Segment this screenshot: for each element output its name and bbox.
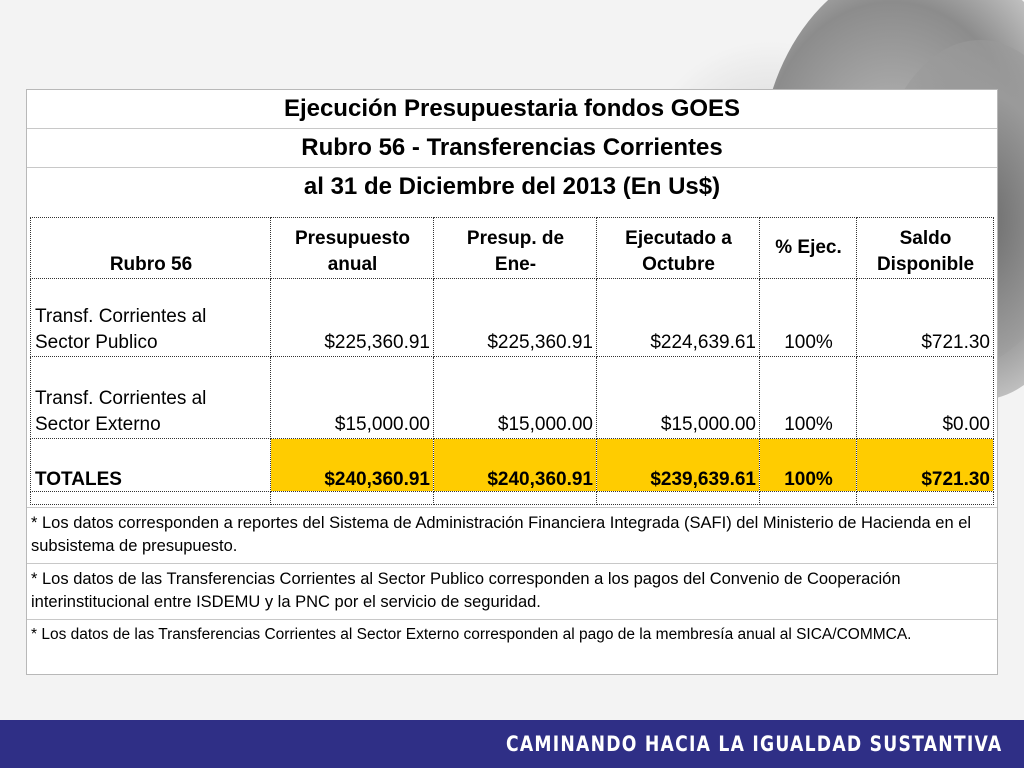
title-line-2: Rubro 56 - Transferencias Corrientes [27,129,997,168]
spacer-cell [856,491,994,505]
cell-presupuesto: $15,000.00 [270,356,434,439]
spacer-cell [30,491,271,505]
total-saldo: $721.30 [856,438,994,492]
spacer-row [30,491,994,505]
footnote: * Los datos de las Transferencias Corrie… [27,563,997,619]
cell-presupuesto: $225,360.91 [270,278,434,357]
cell-pct: 100% [759,278,857,357]
table-header-row: Rubro 56 Presupuesto anual Presup. de Ene-… [30,217,994,279]
totals-row: TOTALES $240,360.91 $240,360.91 $239,639… [30,438,994,492]
budget-table: Rubro 56 Presupuesto anual Presup. de Ene-… [30,217,994,505]
totals-label: TOTALES [30,438,271,492]
header-presupuesto: Presupuesto anual [270,217,434,279]
spacer-cell [759,491,857,505]
table-row: Transf. Corrientes al Sector Publico $225… [30,278,994,357]
cell-saldo: $721.30 [856,278,994,357]
spacer-cell [596,491,760,505]
cell-saldo: $0.00 [856,356,994,439]
footnote: * Los datos de las Transferencias Corrie… [27,619,997,651]
footer-bar: CAMINANDO HACIA LA IGUALDAD SUSTANTIVA [0,720,1024,768]
total-pct: 100% [759,438,857,492]
spacer-cell [270,491,434,505]
header-ejecutado: Ejecutado a Octubre [596,217,760,279]
header-rubro: Rubro 56 [30,217,271,279]
cell-ejecutado: $15,000.00 [596,356,760,439]
footnotes: * Los datos corresponden a reportes del … [27,507,997,651]
row-label: Transf. Corrientes al Sector Externo [30,356,271,439]
total-presupuesto: $240,360.91 [270,438,434,492]
footnote: * Los datos corresponden a reportes del … [27,507,997,563]
header-saldo: Saldo Disponible [856,217,994,279]
budget-sheet: Ejecución Presupuestaria fondos GOES Rub… [26,89,998,675]
row-label: Transf. Corrientes al Sector Publico [30,278,271,357]
cell-pct: 100% [759,356,857,439]
cell-presup-ene: $225,360.91 [433,278,597,357]
title-line-1: Ejecución Presupuestaria fondos GOES [27,90,997,129]
total-presup-ene: $240,360.91 [433,438,597,492]
header-presup-ene: Presup. de Ene- [433,217,597,279]
cell-ejecutado: $224,639.61 [596,278,760,357]
title-line-3: al 31 de Diciembre del 2013 (En Us$) [303,173,721,200]
footer-slogan: CAMINANDO HACIA LA IGUALDAD SUSTANTIVA [505,732,1002,756]
header-pct-ejec: % Ejec. [759,217,857,279]
table-row: Transf. Corrientes al Sector Externo $15,… [30,356,994,439]
cell-presup-ene: $15,000.00 [433,356,597,439]
spacer-cell [433,491,597,505]
total-ejecutado: $239,639.61 [596,438,760,492]
